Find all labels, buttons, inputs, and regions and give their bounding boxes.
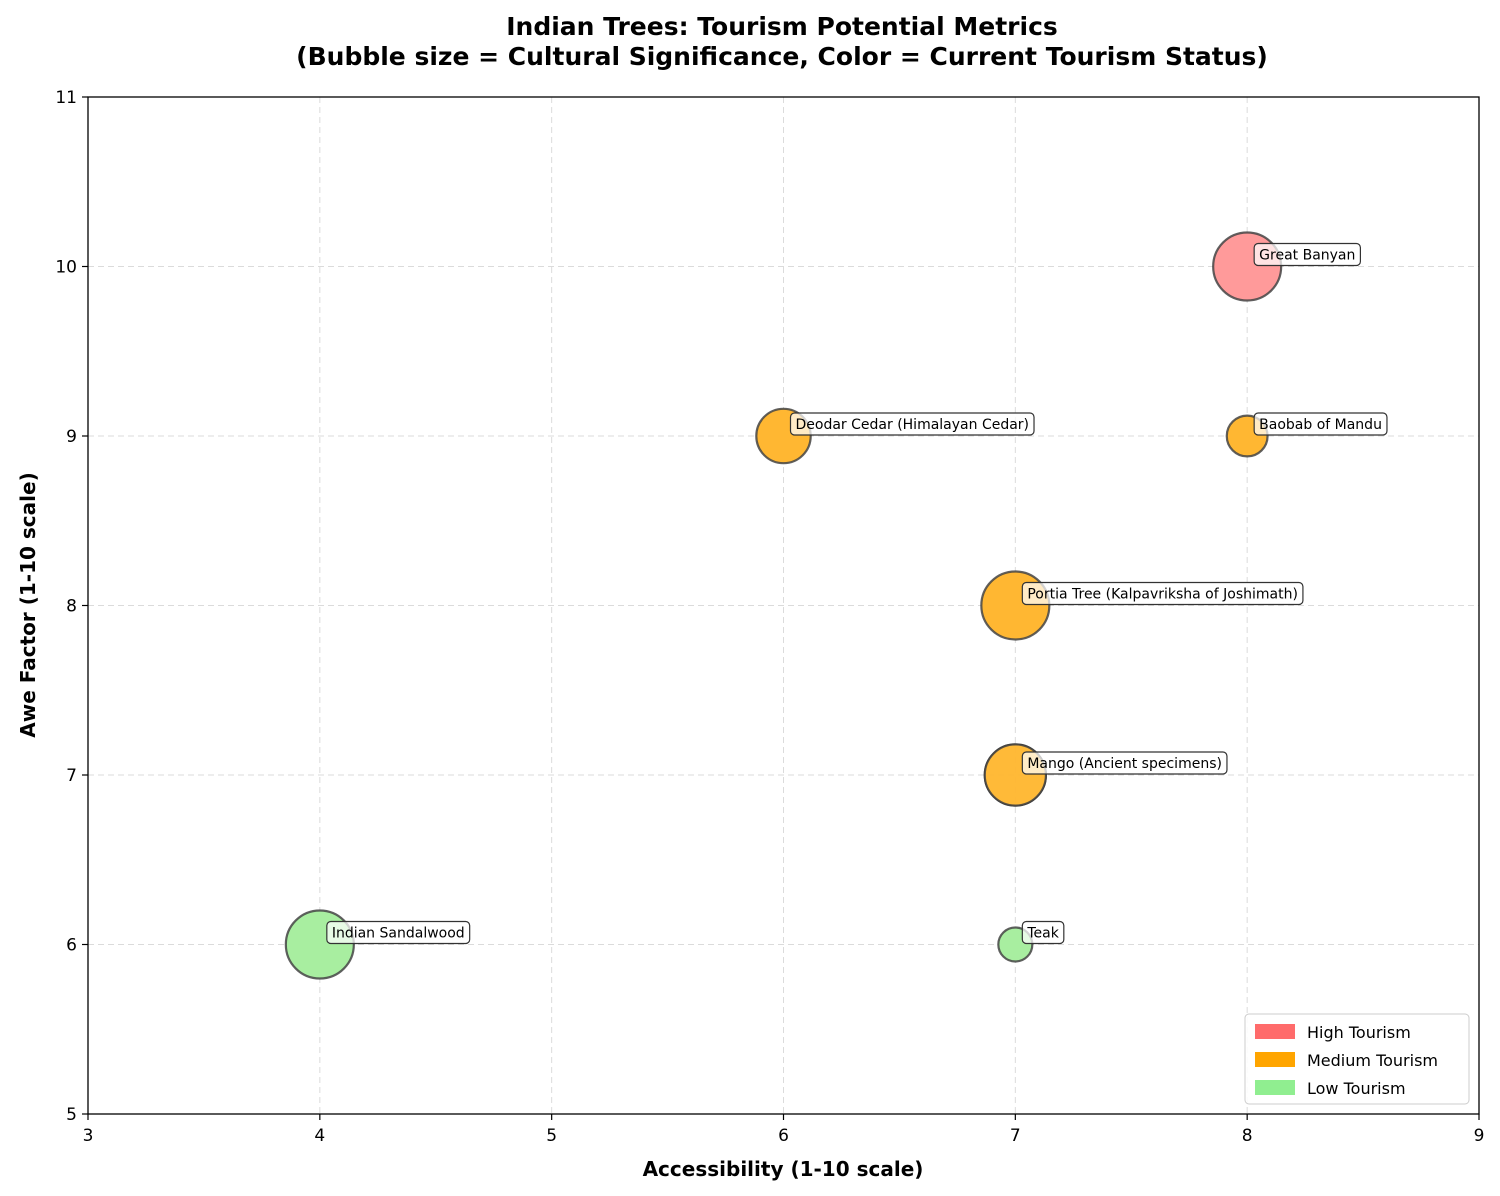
x-tick-label: 4 xyxy=(314,1126,325,1146)
y-tick-label: 5 xyxy=(66,1105,77,1125)
legend-swatch-medium-tourism xyxy=(1255,1052,1295,1067)
x-tick-label: 6 xyxy=(778,1126,789,1146)
point-label-mango-ancient-specimens: Mango (Ancient specimens) xyxy=(1021,751,1228,775)
bubble-layer xyxy=(284,231,1283,980)
legend-label-high-tourism: High Tourism xyxy=(1307,1023,1411,1042)
y-axis-label: Awe Factor (1-10 scale) xyxy=(16,472,40,737)
y-tick-label: 6 xyxy=(66,936,77,956)
point-label-layer: Great Banyan Deodar Cedar (Himalayan Ceda… xyxy=(326,242,1388,945)
x-tick-label: 9 xyxy=(1474,1126,1485,1146)
bubble-portia-tree-kalpavriksha-of-joshimath[interactable] xyxy=(980,570,1051,641)
legend: High Tourism Medium Tourism Low Tourism xyxy=(1244,1013,1470,1105)
point-label-text: Great Banyan xyxy=(1259,248,1355,264)
legend-swatch-low-tourism xyxy=(1255,1080,1295,1095)
bubble-indian-sandalwood[interactable] xyxy=(284,909,355,980)
legend-label-low-tourism: Low Tourism xyxy=(1307,1079,1406,1098)
point-label-great-banyan: Great Banyan xyxy=(1253,242,1362,267)
point-label-text: Baobab of Mandu xyxy=(1259,417,1382,433)
point-label-text: Indian Sandalwood xyxy=(332,926,465,942)
chart-title-line1: Indian Trees: Tourism Potential Metrics xyxy=(506,12,1058,41)
x-axis-label: Accessibility (1-10 scale) xyxy=(643,1157,924,1181)
point-label-baobab-of-mandu: Baobab of Mandu xyxy=(1253,412,1388,436)
y-tick-label: 8 xyxy=(66,597,77,617)
point-label-text: Portia Tree (Kalpavriksha of Joshimath) xyxy=(1027,587,1298,603)
point-label-text: Deodar Cedar (Himalayan Cedar) xyxy=(796,417,1030,433)
point-label-deodar-cedar-himalayan-cedar: Deodar Cedar (Himalayan Cedar) xyxy=(789,412,1035,436)
point-label-box xyxy=(1021,581,1304,606)
x-tick-label: 8 xyxy=(1242,1126,1253,1146)
point-label-teak: Teak xyxy=(1021,920,1065,945)
point-label-box xyxy=(326,920,471,945)
x-tick-label: 5 xyxy=(546,1126,557,1146)
legend-swatch-high-tourism xyxy=(1255,1024,1295,1039)
point-label-box xyxy=(1021,751,1228,775)
x-tick-label: 3 xyxy=(83,1126,94,1146)
point-label-indian-sandalwood: Indian Sandalwood xyxy=(326,920,471,945)
point-label-box xyxy=(1253,412,1388,436)
legend-label-medium-tourism: Medium Tourism xyxy=(1307,1051,1438,1070)
x-axis-ticks: 3 4 5 6 7 8 9 xyxy=(83,1114,1485,1146)
legend-frame xyxy=(1244,1013,1470,1105)
x-tick-label: 7 xyxy=(1010,1126,1021,1146)
y-tick-label: 10 xyxy=(55,258,77,278)
point-label-text: Mango (Ancient specimens) xyxy=(1027,756,1222,772)
chart-title-line2: (Bubble size = Cultural Significance, Co… xyxy=(296,42,1268,71)
point-label-portia-tree-kalpavriksha-of-joshimath: Portia Tree (Kalpavriksha of Joshimath) xyxy=(1021,581,1304,606)
y-tick-label: 7 xyxy=(66,766,77,786)
point-label-text: Teak xyxy=(1026,926,1059,942)
point-label-box xyxy=(1253,242,1362,267)
point-label-box xyxy=(1021,920,1065,945)
y-tick-label: 11 xyxy=(55,88,77,108)
bubble-great-banyan[interactable] xyxy=(1212,231,1283,302)
point-label-box xyxy=(789,412,1035,436)
y-axis-ticks: 5 6 7 8 9 10 11 xyxy=(55,88,88,1125)
y-tick-label: 9 xyxy=(66,427,77,447)
